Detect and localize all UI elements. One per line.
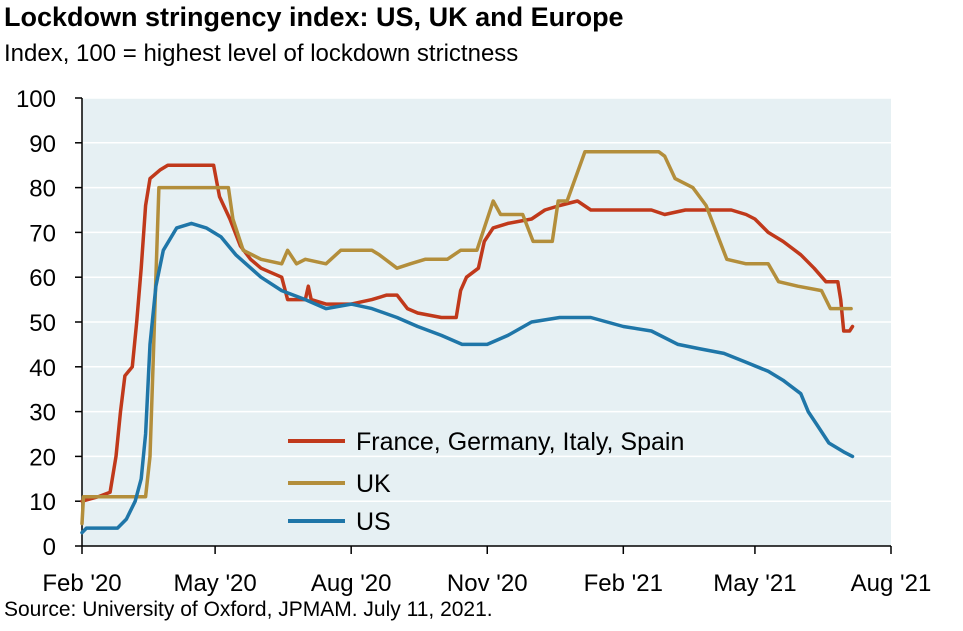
legend-label: US xyxy=(356,508,391,536)
x-tick-label: Aug '20 xyxy=(311,570,392,597)
legend-label: UK xyxy=(356,470,391,498)
y-tick-label: 10 xyxy=(29,489,56,516)
series-lines xyxy=(80,150,855,535)
x-tick-label: May '20 xyxy=(173,570,256,597)
axes: 0 10 20 30 40 50 60 70 80 90 100 Feb '20 May '20 Aug … xyxy=(16,86,931,597)
x-tick-label: Aug '21 xyxy=(851,570,932,597)
y-tick-label: 100 xyxy=(16,86,56,113)
chart-title: Lockdown stringency index: US, UK and Eu… xyxy=(4,2,624,32)
legend-label: France, Germany, Italy, Spain xyxy=(356,428,684,456)
x-tick-label: Feb '21 xyxy=(584,570,663,597)
x-tick-label: Nov '20 xyxy=(447,570,528,597)
y-tick-label: 70 xyxy=(29,220,56,247)
y-tick-label: 90 xyxy=(29,131,56,158)
chart-subtitle: Index, 100 = highest level of lockdown s… xyxy=(4,40,519,67)
x-tick-label: Feb '20 xyxy=(42,570,121,597)
y-tick-label: 50 xyxy=(29,310,56,337)
y-tick-label: 20 xyxy=(29,444,56,471)
source-note: Source: University of Oxford, JPMAM. Jul… xyxy=(4,598,493,621)
x-tick-label: May '21 xyxy=(713,570,796,597)
legend: France, Germany, Italy, Spain UK US xyxy=(288,428,684,536)
y-tick-label: 30 xyxy=(29,400,56,427)
series-line-1 xyxy=(80,150,853,526)
y-tick-label: 40 xyxy=(29,355,56,382)
series-line-0 xyxy=(80,163,855,503)
y-tick-label: 60 xyxy=(29,265,56,292)
y-tick-label: 0 xyxy=(43,534,56,561)
y-tick-label: 80 xyxy=(29,176,56,203)
series-line-2 xyxy=(80,221,855,535)
